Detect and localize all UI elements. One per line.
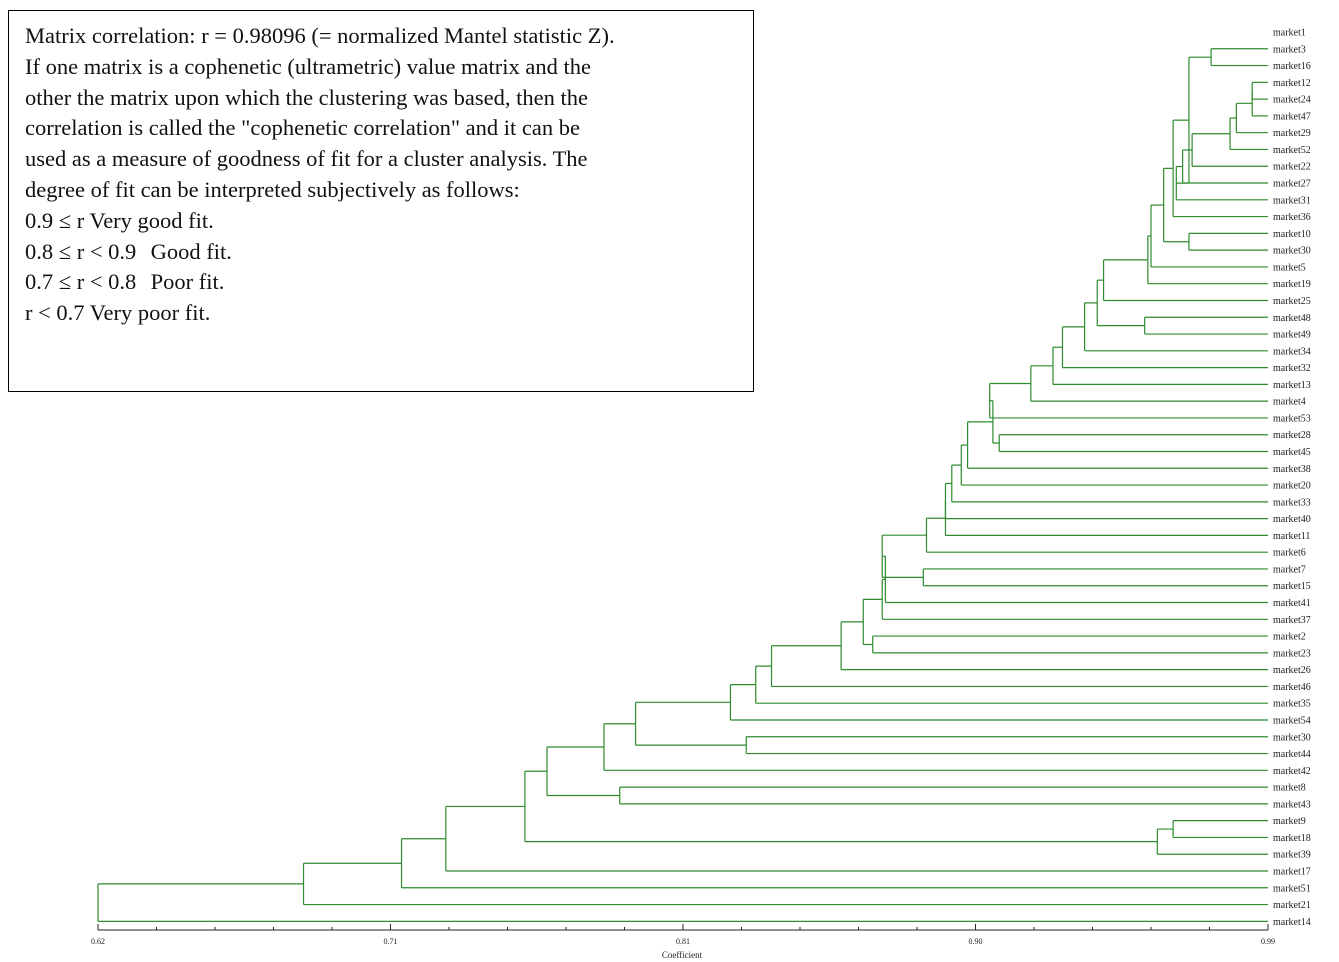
leaf-label: market14 <box>1273 917 1311 928</box>
note-line: degree of fit can be interpreted subject… <box>25 176 520 202</box>
leaf-label: market20 <box>1273 481 1311 492</box>
leaf-label: market49 <box>1273 330 1311 341</box>
fit-scale-range: 0.7 ≤ r < 0.8 <box>25 269 137 295</box>
note-line: correlation is called the "cophenetic co… <box>25 115 580 141</box>
leaf-label: market40 <box>1273 514 1311 525</box>
leaf-label: market21 <box>1273 900 1311 911</box>
leaf-label: market48 <box>1273 313 1311 324</box>
leaf-label: market53 <box>1273 413 1311 424</box>
leaf-label: market16 <box>1273 61 1311 72</box>
fit-scale-range: r < 0.7 <box>25 300 85 326</box>
leaf-label: market34 <box>1273 346 1311 357</box>
leaf-label: market26 <box>1273 665 1311 676</box>
x-tick-label: 0.90 <box>969 937 983 946</box>
leaf-label: market29 <box>1273 128 1311 139</box>
leaf-label: market39 <box>1273 850 1311 861</box>
leaf-label: market42 <box>1273 766 1311 777</box>
leaf-label: market4 <box>1273 397 1306 408</box>
leaf-label: market33 <box>1273 497 1311 508</box>
leaf-label: market10 <box>1273 229 1311 240</box>
leaf-label: market1 <box>1273 28 1306 39</box>
leaf-label: market44 <box>1273 749 1311 760</box>
leaf-label: market38 <box>1273 464 1311 475</box>
leaf-label: market25 <box>1273 296 1311 307</box>
note-line: used as a measure of goodness of fit for… <box>25 146 588 172</box>
fit-scale-label: Very poor fit. <box>89 300 211 326</box>
leaf-label: market36 <box>1273 212 1311 223</box>
note-line: other the matrix upon which the clusteri… <box>25 84 588 110</box>
fit-scale-row: 0.9 ≤ r Very good fit. <box>25 206 737 237</box>
leaf-label: market17 <box>1273 867 1311 878</box>
leaf-label: market54 <box>1273 715 1311 726</box>
leaf-label: market23 <box>1273 648 1311 659</box>
x-tick-label: 0.99 <box>1261 937 1275 946</box>
leaf-label: market28 <box>1273 430 1311 441</box>
fit-scale-row: r < 0.7 Very poor fit. <box>25 298 737 329</box>
leaf-label: market27 <box>1273 179 1311 190</box>
x-tick-label: 0.81 <box>676 937 690 946</box>
leaf-label: market43 <box>1273 799 1311 810</box>
leaf-label: market13 <box>1273 380 1311 391</box>
leaf-label: market37 <box>1273 615 1311 626</box>
fit-scale-label: Poor fit. <box>150 269 225 295</box>
leaf-label: market7 <box>1273 564 1306 575</box>
leaf-label: market9 <box>1273 816 1306 827</box>
leaf-label: market46 <box>1273 682 1311 693</box>
leaf-label: market11 <box>1273 531 1310 542</box>
fit-scale-range: 0.9 ≤ r <box>25 207 85 233</box>
leaf-label: market52 <box>1273 145 1311 156</box>
leaf-label: market6 <box>1273 548 1306 559</box>
x-axis-title: Coefficient <box>662 950 703 960</box>
leaf-label: market31 <box>1273 195 1311 206</box>
leaf-label: market32 <box>1273 363 1311 374</box>
leaf-label: market8 <box>1273 783 1306 794</box>
leaf-label: market18 <box>1273 833 1311 844</box>
leaf-label: market15 <box>1273 581 1311 592</box>
cophenetic-correlation-note: Matrix correlation: r = 0.98096 (= norma… <box>8 10 754 392</box>
leaf-label: market12 <box>1273 78 1311 89</box>
fit-scale-row: 0.8 ≤ r < 0.9 Good fit. <box>25 237 737 268</box>
leaf-label: market5 <box>1273 262 1306 273</box>
fit-scale-label: Good fit. <box>150 238 232 264</box>
leaf-label: market19 <box>1273 279 1311 290</box>
leaf-label: market22 <box>1273 162 1311 173</box>
x-tick-label: 0.62 <box>91 937 105 946</box>
leaf-label: market24 <box>1273 95 1311 106</box>
leaf-label: market3 <box>1273 44 1306 55</box>
note-line: Matrix correlation: r = 0.98096 (= norma… <box>25 23 615 48</box>
leaf-label: market30 <box>1273 246 1311 257</box>
fit-scale-label: Very good fit. <box>89 207 214 233</box>
leaf-label: market2 <box>1273 632 1306 643</box>
note-line: If one matrix is a cophenetic (ultrametr… <box>25 53 592 79</box>
leaf-label: market35 <box>1273 699 1311 710</box>
fit-scale-row: 0.7 ≤ r < 0.8 Poor fit. <box>25 267 737 298</box>
leaf-label: market51 <box>1273 883 1311 894</box>
x-tick-label: 0.71 <box>384 937 398 946</box>
leaf-label: market45 <box>1273 447 1311 458</box>
leaf-label: market30 <box>1273 732 1311 743</box>
leaf-label: market47 <box>1273 111 1311 122</box>
fit-scale-range: 0.8 ≤ r < 0.9 <box>25 238 137 264</box>
leaf-label: market41 <box>1273 598 1311 609</box>
